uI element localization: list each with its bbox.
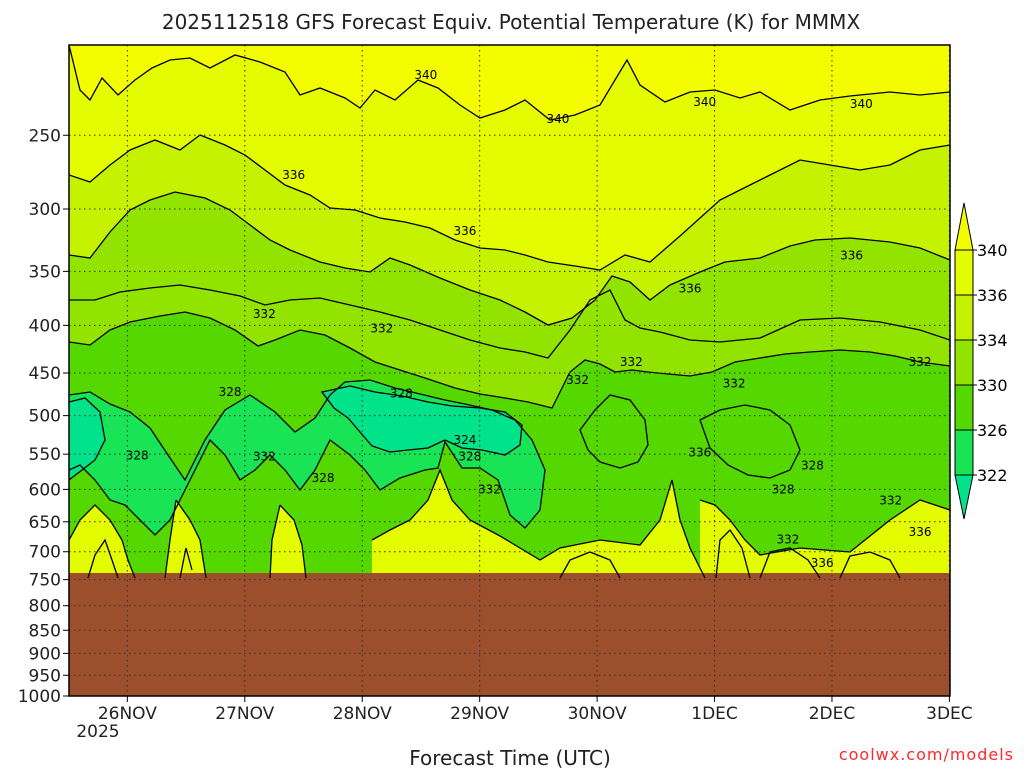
x-tick-label: 1DEC <box>691 704 738 724</box>
colorbar-tick-label: 340 <box>977 241 1008 260</box>
contour-line-324 <box>320 385 523 456</box>
y-tick-label: 1000 <box>18 687 61 707</box>
chart-title: 2025112518 GFS Forecast Equiv. Potential… <box>162 10 861 34</box>
x-tick-label: 30NOV <box>568 704 627 724</box>
y-tick-label: 500 <box>29 407 61 427</box>
contour-line-328-b <box>579 394 801 479</box>
contour-label: 336 <box>811 556 834 570</box>
contour-label: 332 <box>253 449 276 463</box>
colorbar-swatch-high <box>954 202 974 251</box>
contour-label: 340 <box>693 95 716 109</box>
y-tick-label: 350 <box>29 262 61 282</box>
y-tick-label: 550 <box>29 445 61 465</box>
y-tick-label: 400 <box>29 316 61 336</box>
contour-label: 336 <box>909 525 932 539</box>
contour-line-328-a <box>69 379 546 536</box>
contour-label: 332 <box>879 493 902 507</box>
contour-label: 336 <box>679 282 702 296</box>
x-tick-label: 29NOV <box>450 704 509 724</box>
contour-label: 336 <box>454 224 477 238</box>
x-tick-label: 26NOV <box>98 704 157 724</box>
contour-label: 328 <box>390 387 413 401</box>
contour-label: 328 <box>312 471 335 485</box>
plot-area: 340 340 340 340 336 336 336 336 332 332 332 332 332 3… <box>69 45 950 696</box>
x-axis-year: 2025 <box>76 722 119 742</box>
contour-label: 340 <box>547 112 570 126</box>
contour-label: 340 <box>414 68 437 82</box>
contour-label: 332 <box>370 321 393 335</box>
x-tick-label: 28NOV <box>333 704 392 724</box>
contour-label: 328 <box>219 385 242 399</box>
colorbar-swatch <box>954 384 974 431</box>
colorbar-swatch-low <box>954 474 974 520</box>
contour-label: 336 <box>282 168 305 182</box>
x-axis-label: Forecast Time (UTC) <box>409 746 611 768</box>
colorbar-swatch <box>954 339 974 386</box>
band-336-340-lower <box>69 470 950 578</box>
y-tick-label: 800 <box>29 597 61 617</box>
x-tick-label: 27NOV <box>215 704 274 724</box>
contour-label: 332 <box>253 307 276 321</box>
y-tick-label: 300 <box>29 200 61 220</box>
credit-text: coolwx.com/models <box>839 745 1014 764</box>
y-tick-label: 950 <box>29 666 61 686</box>
contour-label: 332 <box>723 376 746 390</box>
contour-line-334 <box>69 191 950 326</box>
y-tick-label: 750 <box>29 571 61 591</box>
contour-line-332 <box>69 284 950 359</box>
colorbar-tick-label: 326 <box>977 421 1008 440</box>
y-tick-label: 600 <box>29 480 61 500</box>
contour-line-340 <box>69 45 950 121</box>
contour-label: 328 <box>772 483 795 497</box>
contour-line-332-low <box>69 468 950 579</box>
y-axis: 250 300 350 400 450 500 550 600 650 700 750 800 850 9… <box>18 126 69 707</box>
contour-label: 328 <box>458 449 481 463</box>
contour-label: 332 <box>566 373 589 387</box>
colorbar-swatch <box>954 249 974 296</box>
contour-label: 332 <box>478 483 501 497</box>
contour-line-330 <box>69 311 950 409</box>
contour-label: 332 <box>620 355 643 369</box>
colorbar-swatch <box>954 429 974 476</box>
contour-line-324-west <box>69 397 106 481</box>
y-tick-label: 650 <box>29 513 61 533</box>
colorbar-swatch <box>954 294 974 341</box>
band-under-322-west <box>69 398 105 480</box>
y-tick-label: 250 <box>29 126 61 146</box>
contour-labels: 340 340 340 340 336 336 336 336 332 332 332 332 332 3… <box>126 68 932 570</box>
x-axis: 26NOV 27NOV 28NOV 29NOV 30NOV 1DEC 2DEC 3DEC <box>98 696 973 724</box>
y-tick-label: 700 <box>29 543 61 563</box>
x-tick-label: 2DEC <box>809 704 856 724</box>
grid-lines <box>69 45 950 696</box>
colorbar-tick-label: 336 <box>977 286 1008 305</box>
colorbar-tick-label: 330 <box>977 376 1008 395</box>
contour-label: 336 <box>688 446 711 460</box>
contour-label: 328 <box>126 449 149 463</box>
y-tick-label: 450 <box>29 364 61 384</box>
contour-label: 336 <box>840 248 863 262</box>
colorbar-tick-label: 334 <box>977 331 1008 350</box>
contour-label: 324 <box>454 433 477 447</box>
ground-below-surface <box>69 573 950 696</box>
contour-label: 340 <box>850 97 873 111</box>
x-tick-label: 3DEC <box>926 704 973 724</box>
colorbar-tick-label: 322 <box>977 466 1008 485</box>
y-tick-label: 850 <box>29 621 61 641</box>
colorbar: 322 326 330 334 336 340 <box>954 202 1008 520</box>
contour-label: 328 <box>801 459 824 473</box>
contour-label: 332 <box>909 355 932 369</box>
plot-frame <box>68 44 951 697</box>
contour-label: 332 <box>776 532 799 546</box>
band-under-322 <box>322 386 522 455</box>
y-tick-label: 900 <box>29 644 61 664</box>
